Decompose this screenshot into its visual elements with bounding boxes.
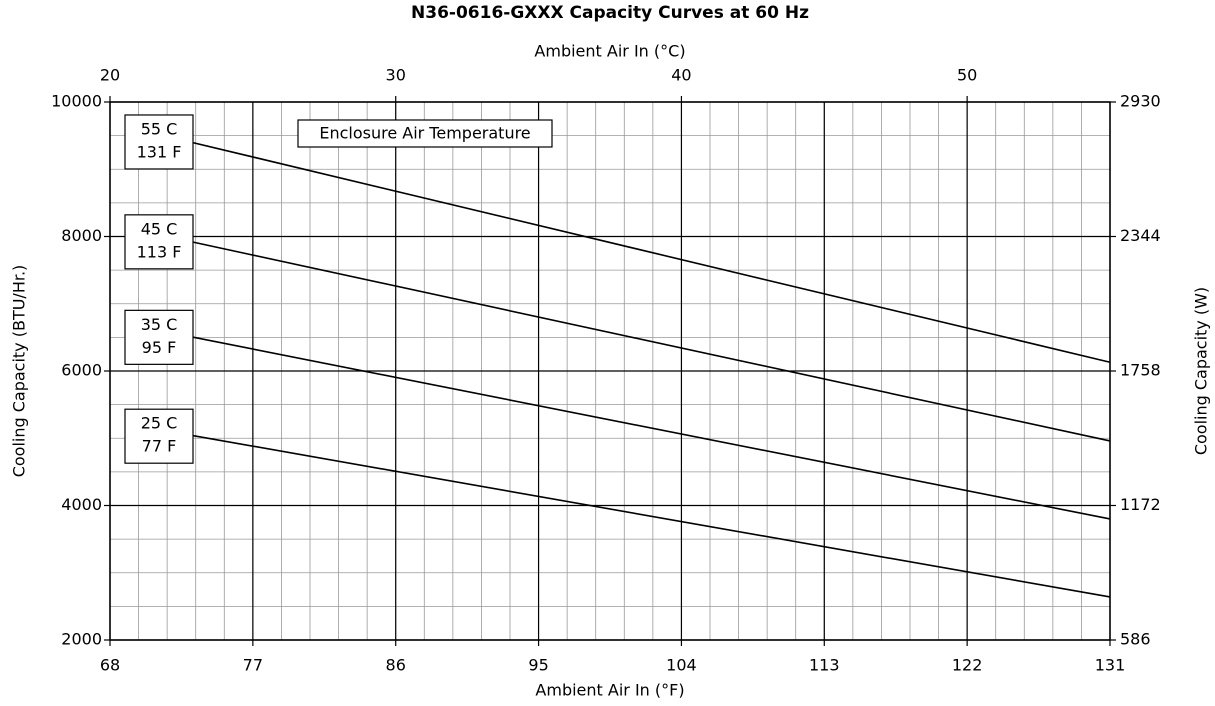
y2-tick-label: 586 xyxy=(1120,630,1151,649)
x-tick-label: 104 xyxy=(666,656,697,675)
series-label: 35 C xyxy=(141,315,178,334)
y2-tick-label: 1758 xyxy=(1120,361,1161,380)
y-axis-label: Cooling Capacity (BTU/Hr.) xyxy=(10,265,29,478)
series-label: 55 C xyxy=(141,119,178,138)
y2-tick-label: 1172 xyxy=(1120,495,1161,514)
series-line xyxy=(173,237,1111,442)
x-tick-label: 86 xyxy=(386,656,406,675)
x-tick-label: 131 xyxy=(1095,656,1126,675)
x2-axis-label: Ambient Air In (°C) xyxy=(534,42,685,61)
y-tick-label: 4000 xyxy=(61,495,102,514)
annotation: Enclosure Air Temperature xyxy=(319,124,530,143)
y2-tick-label: 2930 xyxy=(1120,92,1161,111)
series-label: 77 F xyxy=(142,437,177,456)
x-axis-label: Ambient Air In (°F) xyxy=(535,681,684,700)
y2-axis-label: Cooling Capacity (W) xyxy=(1192,287,1211,455)
x-tick-label: 122 xyxy=(952,656,983,675)
series-label-box xyxy=(124,309,194,365)
x2-tick-label: 40 xyxy=(671,66,691,85)
series-label-box xyxy=(124,408,194,464)
series-label: 25 C xyxy=(141,414,178,433)
series-line xyxy=(173,332,1111,520)
series-label: 113 F xyxy=(137,242,182,261)
series-label: 45 C xyxy=(141,219,178,238)
y-tick-label: 8000 xyxy=(61,226,102,245)
series-label-box xyxy=(124,214,194,270)
plot-frame xyxy=(109,101,1111,641)
y-tick-label: 10000 xyxy=(51,92,102,111)
x-tick-label: 77 xyxy=(243,656,263,675)
series-label: 131 F xyxy=(137,142,182,161)
x2-tick-label: 30 xyxy=(386,66,406,85)
y-tick-label: 6000 xyxy=(61,361,102,380)
x-tick-label: 113 xyxy=(809,656,840,675)
series-label-box xyxy=(124,114,194,170)
x2-tick-label: 50 xyxy=(957,66,977,85)
y-tick-label: 2000 xyxy=(61,630,102,649)
series-line xyxy=(173,137,1111,364)
x-tick-label: 95 xyxy=(528,656,548,675)
annotation-box xyxy=(297,119,553,148)
x2-tick-label: 20 xyxy=(100,66,120,85)
chart-title: N36-0616-GXXX Capacity Curves at 60 Hz xyxy=(411,3,809,23)
series-line xyxy=(173,431,1111,598)
y2-tick-label: 2344 xyxy=(1120,226,1161,245)
x-tick-label: 68 xyxy=(100,656,120,675)
series-label: 95 F xyxy=(142,338,177,357)
